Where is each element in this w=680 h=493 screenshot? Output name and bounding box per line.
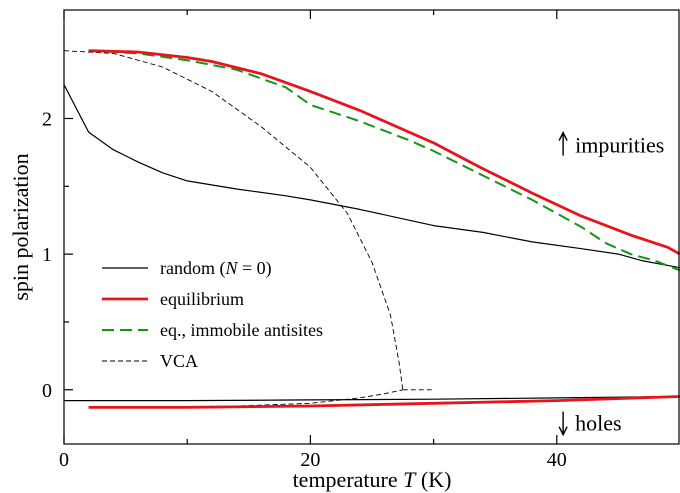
legend-entry-immobile-antisites: eq., immobile antisites [102, 320, 323, 340]
x-tick-label: 0 [59, 449, 69, 471]
x-tick-label: 20 [300, 449, 320, 471]
annotations: impurities holes [558, 131, 664, 437]
y-tick-label: 1 [42, 244, 52, 266]
series-line-random [64, 395, 680, 402]
legend-label-immobile-antisites: eq., immobile antisites [160, 320, 323, 340]
arrow-down-icon [558, 411, 568, 437]
y-tick-label: 0 [42, 380, 52, 402]
annotation-holes: holes [558, 411, 622, 437]
series-line-vca [63, 50, 404, 390]
arrow-up-icon [558, 131, 568, 156]
annotation-holes-text: holes [575, 411, 621, 436]
y-tick-label: 2 [42, 109, 52, 131]
series-line-immobile-antisites [88, 49, 680, 272]
x-axis-label-unit: (K) [415, 467, 451, 492]
legend-label-equilibrium: equilibrium [160, 289, 244, 309]
legend-entry-equilibrium: equilibrium [102, 289, 244, 309]
legend-entry-random: random (N = 0) [102, 258, 272, 279]
x-tick-label: 40 [547, 449, 567, 471]
annotation-impurities-text: impurities [575, 133, 664, 158]
y-axis-label: spin polarization [8, 153, 33, 300]
legend-label-part: = 0) [238, 258, 272, 279]
legend-label-vca: VCA [160, 351, 198, 371]
legend-label-symbol: N [224, 258, 238, 278]
x-axis-label: temperature T (K) [293, 467, 452, 492]
x-axis-label-symbol: T [403, 467, 417, 492]
legend-label-part: random ( [160, 258, 225, 279]
tick-labels: 0 20 40 0 1 2 [42, 109, 567, 472]
series-line-equilibrium [88, 49, 680, 256]
ticks [63, 10, 558, 444]
series-line-random [63, 84, 680, 269]
series-line-equilibrium [88, 395, 680, 409]
annotation-impurities: impurities [558, 131, 664, 158]
legend: random (N = 0) equilibrium eq., immobile… [102, 258, 323, 371]
legend-entry-vca: VCA [102, 351, 198, 371]
plot-area-frame [63, 9, 680, 445]
series-layer [63, 49, 680, 409]
legend-label-random: random (N = 0) [160, 258, 272, 279]
x-axis-label-part: temperature [293, 467, 404, 492]
